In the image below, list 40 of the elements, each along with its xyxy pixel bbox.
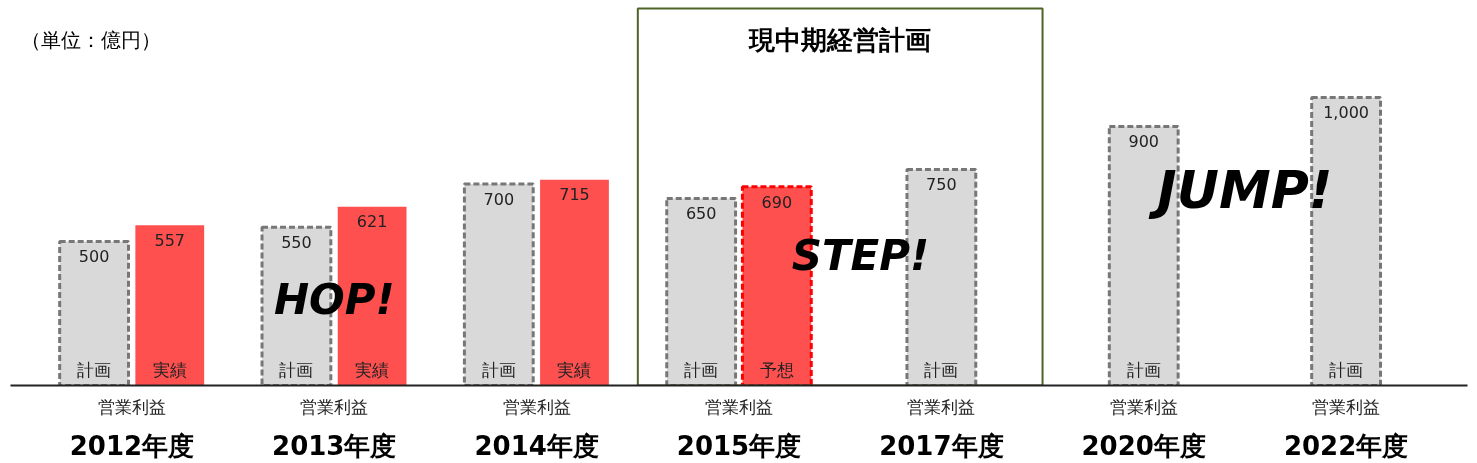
text: 実績	[355, 359, 390, 380]
text: 計画	[924, 359, 959, 380]
text: 計画	[1126, 359, 1161, 380]
data-label: 750	[926, 175, 957, 195]
data-label: 650	[685, 204, 717, 224]
data-label: 550	[281, 232, 312, 252]
text: 現中期経営計画	[748, 25, 932, 56]
data-label: 500	[78, 247, 110, 267]
data-label: 621	[356, 212, 388, 232]
x-tick-label: 2017年度	[879, 430, 1004, 461]
x-tick-label: 2022年度	[1283, 430, 1409, 461]
x-tick-label: 2020年度	[1081, 430, 1206, 461]
data-label: 690	[761, 192, 793, 212]
text: 営業利益	[502, 396, 571, 417]
text: 計画	[1329, 359, 1364, 380]
data-label: 557	[154, 230, 186, 250]
text: 営業利益	[705, 396, 773, 417]
text: 計画	[684, 359, 719, 380]
x-tick-label: 2012年度	[69, 430, 195, 461]
data-label: 1,000	[1323, 103, 1369, 123]
text: 営業利益	[1312, 396, 1381, 417]
series-label: 計画	[77, 359, 112, 380]
annotation: JUMP!	[1148, 159, 1333, 220]
text: 計画	[481, 359, 516, 380]
data-label: 700	[483, 189, 515, 209]
text: 営業利益	[97, 396, 166, 417]
text: 営業利益	[1109, 396, 1178, 417]
data-label: 715	[559, 185, 590, 205]
text: 営業利益	[300, 396, 369, 417]
text: 実績	[557, 359, 592, 380]
series-label: 予想	[759, 359, 794, 380]
series-label: 実績	[152, 359, 187, 380]
text: （単位：億円）	[20, 28, 161, 53]
text: 営業利益	[907, 396, 976, 417]
annotation: HOP!	[273, 274, 395, 324]
x-tick-label: 2013年度	[272, 430, 397, 461]
x-tick-label: 2014年度	[474, 430, 599, 461]
data-label: 900	[1128, 132, 1159, 152]
x-tick-label: 2015年度	[676, 430, 802, 461]
text: 計画	[279, 359, 314, 380]
